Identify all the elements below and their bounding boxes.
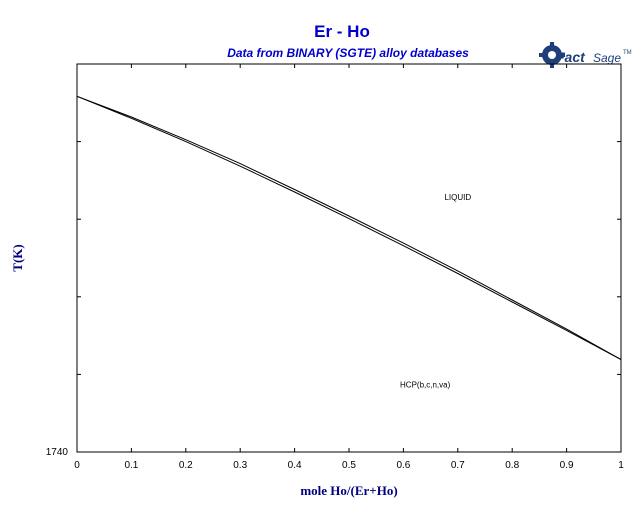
region-label: LIQUID <box>444 193 471 202</box>
y-tick-label: 1740 <box>46 447 69 458</box>
x-tick-label: 0.7 <box>451 460 465 471</box>
x-tick-label: 0.9 <box>560 460 574 471</box>
x-tick-label: 1 <box>618 460 624 471</box>
region-label: HCP(b,c,n,va) <box>400 380 451 389</box>
solidus-line <box>76 95 622 360</box>
x-tick-label: 0.6 <box>396 460 410 471</box>
plot-frame <box>76 63 622 453</box>
svg-text:TM: TM <box>623 50 632 56</box>
x-tick-label: 0 <box>74 460 80 471</box>
liquidus-line <box>76 95 622 360</box>
region-annotations: LIQUID HCP(b,c,n,va) <box>400 193 471 390</box>
y-axis-label: T(K) <box>10 244 25 271</box>
x-tick-label: 0.1 <box>124 460 138 471</box>
y-axis-ticks: 1740 <box>46 141 621 458</box>
x-tick-label: 0.5 <box>342 460 356 471</box>
chart-title: Er - Ho <box>314 22 370 41</box>
x-tick-label: 0.2 <box>179 460 193 471</box>
x-axis-ticks: 0 0.1 0.2 0.3 0.4 0.5 0.6 0.7 0.8 0.9 1 <box>74 64 624 471</box>
logo-gear-icon <box>539 42 565 68</box>
svg-text:Fact: Fact <box>556 49 586 65</box>
phase-boundary-curves <box>76 95 622 360</box>
x-tick-label: 0.3 <box>233 460 247 471</box>
x-tick-label: 0.8 <box>505 460 519 471</box>
x-axis-label: mole Ho/(Er+Ho) <box>300 483 397 498</box>
chart-subtitle: Data from BINARY (SGTE) alloy databases <box>227 46 469 60</box>
svg-text:Sage: Sage <box>593 51 621 65</box>
factsage-logo: Fact Sage TM <box>539 42 632 68</box>
x-tick-label: 0.4 <box>288 460 302 471</box>
